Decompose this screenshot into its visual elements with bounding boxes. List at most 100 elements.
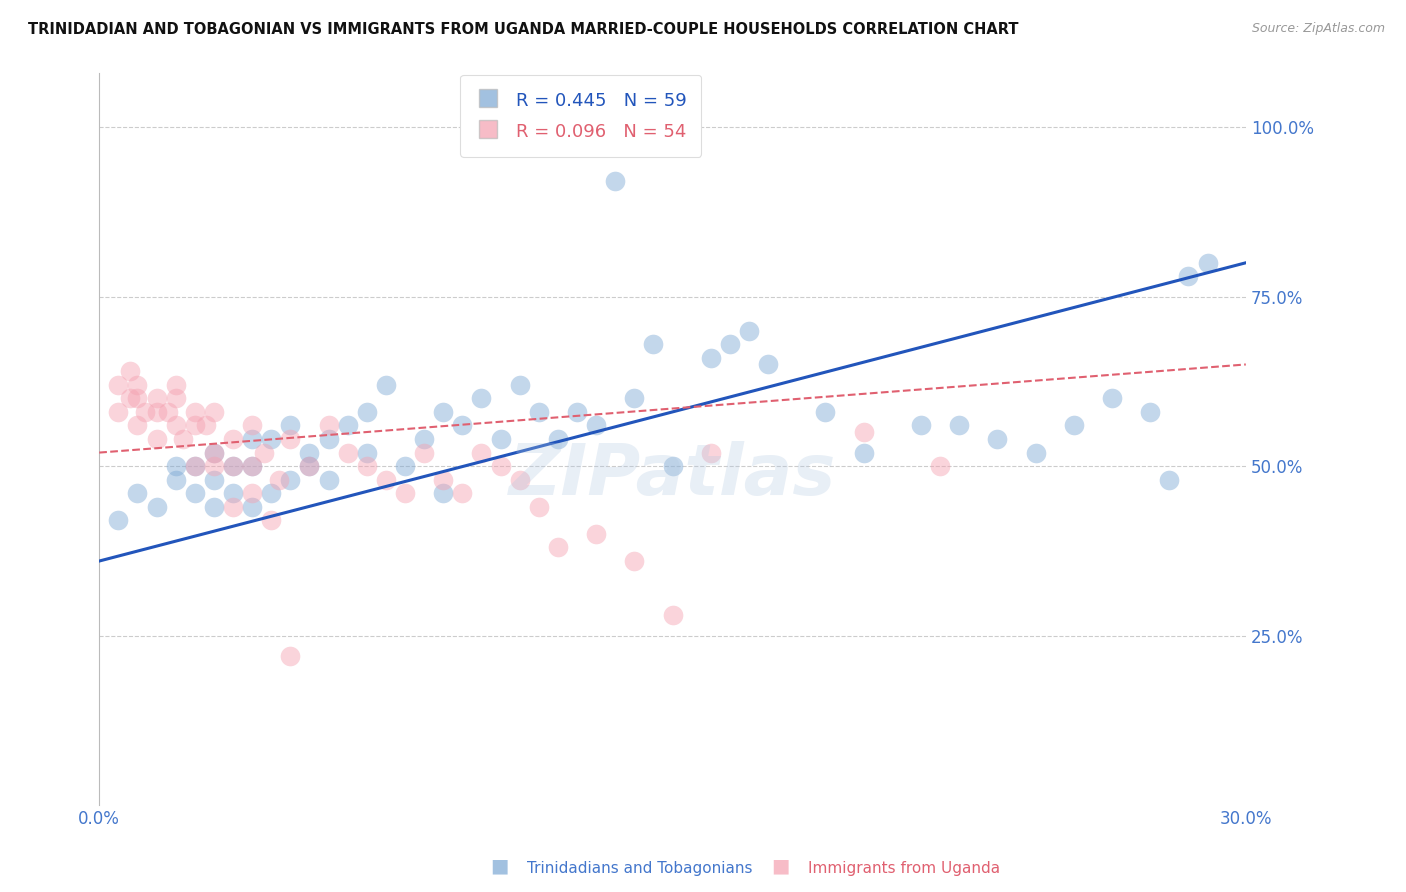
Point (605, 174, 627, 188)
Point (565, 405, 588, 419)
Point (184, 459, 207, 474)
Point (267, 473, 290, 487)
Point (298, 459, 321, 474)
Legend: R = 0.445   N = 59, R = 0.096   N = 54: R = 0.445 N = 59, R = 0.096 N = 54 (460, 75, 702, 157)
Point (202, 473, 225, 487)
Point (202, 500, 225, 514)
Point (240, 500, 263, 514)
Point (432, 405, 454, 419)
Text: ZIPatlas: ZIPatlas (509, 442, 837, 510)
Point (1177, 269, 1199, 284)
Point (1101, 392, 1123, 406)
Point (394, 459, 416, 474)
Point (165, 377, 187, 392)
Point (202, 459, 225, 474)
Point (195, 418, 218, 433)
Point (318, 418, 340, 433)
Point (318, 473, 340, 487)
Point (222, 486, 245, 500)
Point (699, 351, 721, 365)
Point (118, 392, 141, 406)
Point (986, 432, 1008, 446)
Point (948, 418, 970, 433)
Point (260, 513, 283, 527)
Point (260, 486, 283, 500)
Point (336, 418, 359, 433)
Point (107, 513, 129, 527)
Point (661, 459, 683, 474)
Point (623, 392, 645, 406)
Point (547, 432, 569, 446)
Point (240, 418, 263, 433)
Point (623, 554, 645, 568)
Point (184, 459, 207, 474)
Text: Source: ZipAtlas.com: Source: ZipAtlas.com (1251, 22, 1385, 36)
Point (336, 445, 359, 459)
Point (356, 445, 378, 459)
Point (145, 405, 167, 419)
Point (202, 445, 225, 459)
Point (661, 608, 683, 623)
Point (413, 432, 436, 446)
Point (547, 541, 569, 555)
Point (184, 418, 207, 433)
Point (202, 405, 225, 419)
Point (202, 445, 225, 459)
Point (356, 459, 378, 474)
Text: ■: ■ (770, 857, 790, 876)
Point (298, 445, 321, 459)
Point (278, 648, 301, 663)
Point (814, 405, 837, 419)
Text: ■: ■ (489, 857, 509, 876)
Point (127, 418, 149, 433)
Point (240, 459, 263, 474)
Point (1159, 473, 1181, 487)
Point (222, 459, 245, 474)
Point (756, 358, 779, 372)
Point (260, 432, 283, 446)
Point (585, 527, 607, 541)
Point (374, 473, 396, 487)
Point (252, 445, 274, 459)
Point (509, 473, 531, 487)
Point (852, 425, 875, 440)
Point (489, 459, 512, 474)
Point (527, 500, 550, 514)
Point (509, 377, 531, 392)
Point (432, 486, 454, 500)
Point (107, 377, 129, 392)
Point (134, 405, 156, 419)
Point (107, 405, 129, 419)
Point (240, 486, 263, 500)
Point (165, 459, 187, 474)
Point (1063, 418, 1085, 433)
Point (278, 432, 301, 446)
Point (451, 418, 474, 433)
Point (585, 418, 607, 433)
Point (470, 392, 492, 406)
Point (1197, 256, 1219, 270)
Point (852, 445, 875, 459)
Point (184, 405, 207, 419)
Point (718, 337, 741, 351)
Point (699, 445, 721, 459)
Point (127, 486, 149, 500)
Point (374, 377, 396, 392)
Point (278, 473, 301, 487)
Point (184, 486, 207, 500)
Point (910, 418, 932, 433)
Point (318, 432, 340, 446)
Point (156, 405, 179, 419)
Point (145, 392, 167, 406)
Point (240, 432, 263, 446)
Point (929, 459, 952, 474)
Point (527, 405, 550, 419)
Point (1025, 445, 1047, 459)
Point (127, 377, 149, 392)
Point (432, 473, 454, 487)
Point (222, 432, 245, 446)
Point (172, 432, 194, 446)
Point (165, 392, 187, 406)
Point (127, 392, 149, 406)
Point (118, 364, 141, 378)
